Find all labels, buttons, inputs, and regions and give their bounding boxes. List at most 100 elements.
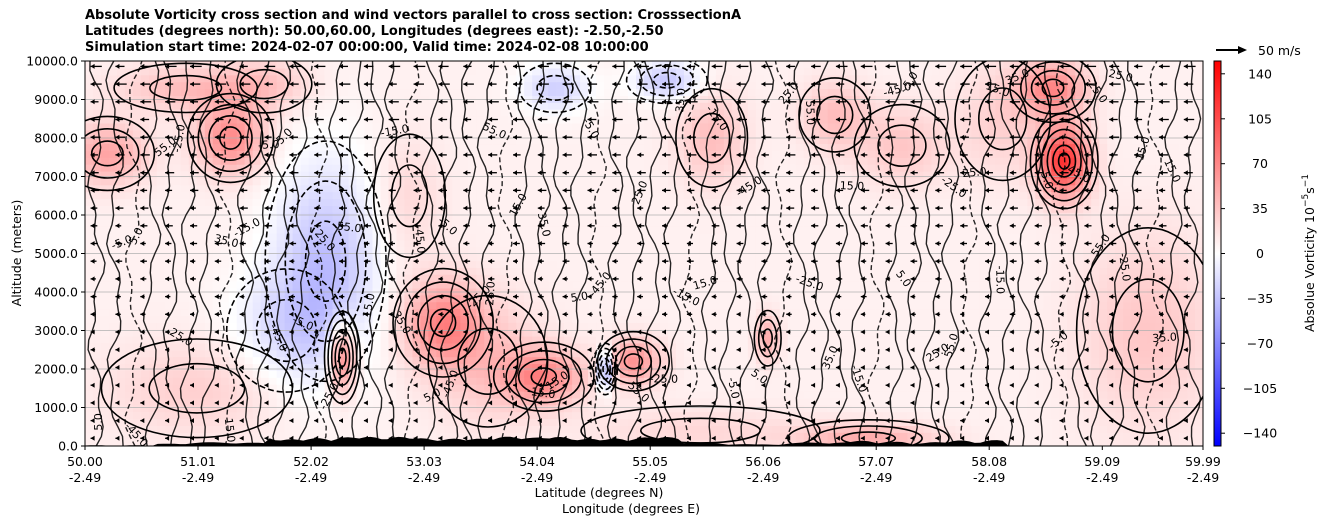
field-cell [572,212,581,220]
field-cell [212,384,222,392]
field-cell [779,61,789,69]
field-cell [380,356,390,365]
field-cell [644,267,653,275]
field-cell [516,397,525,406]
field-cell [492,219,501,227]
field-cell [699,432,709,440]
field-cell [204,418,214,426]
field-cell [92,150,102,158]
field-cell [699,322,709,330]
field-cell [715,336,725,344]
field-cell [548,136,557,145]
field-cell [412,404,421,413]
field-cell [356,239,366,248]
field-cell [707,150,717,158]
field-cell [691,404,701,413]
field-cell [108,439,118,446]
field-cell [564,232,573,241]
field-cell [156,116,166,124]
field-cell [396,315,406,323]
field-cell [132,232,142,241]
field-cell [580,260,589,268]
field-cell [236,74,246,83]
field-cell [428,157,437,165]
field-cell [468,397,477,406]
field-cell [196,157,206,165]
field-cell [132,129,142,138]
field-cell [92,397,102,406]
field-cell [388,363,398,371]
field-cell [284,411,294,420]
field-cell [188,253,198,261]
field-cell [364,232,374,241]
field-cell [356,246,366,255]
field-cell [612,191,621,200]
field-cell [763,397,773,406]
field-cell [779,377,789,385]
field-cell [420,397,429,406]
field-cell [100,191,110,200]
field-cell [412,377,421,385]
field-cell [420,239,429,248]
field-cell [372,109,382,117]
field-cell [204,232,214,241]
field-cell [739,336,749,344]
field-cell [92,377,102,385]
field-cell [532,425,541,433]
field-cell [108,260,118,268]
field-cell [316,397,326,406]
field-cell [404,349,414,358]
field-cell [620,260,629,268]
field-cell [620,308,629,316]
field-cell [228,425,238,433]
field-cell [548,301,557,310]
field-cell [85,301,94,310]
field-cell [308,336,318,344]
field-cell [524,397,533,406]
field-cell [356,129,366,138]
field-cell [644,219,653,227]
field-cell [356,122,366,131]
field-cell [244,363,254,371]
field-cell [276,363,286,371]
field-cell [620,404,629,413]
field-cell [715,308,725,316]
field-cell [324,226,334,234]
field-cell [787,404,797,413]
field-cell [180,308,190,316]
field-cell [787,439,797,446]
field-cell [404,363,414,371]
field-cell [348,74,358,83]
field-cell [739,191,749,200]
field-cell [755,397,765,406]
field-cell [148,150,158,158]
field-cell [675,198,685,206]
field-cell [604,184,613,193]
field-cell [348,67,358,76]
field-cell [124,411,134,420]
field-cell [316,232,326,241]
field-cell [148,397,158,406]
field-cell [156,67,166,76]
field-cell [548,150,557,158]
field-cell [683,411,693,420]
field-cell [268,61,278,69]
field-cell [636,370,645,378]
field-cell [715,184,725,193]
field-cell [292,404,302,413]
field-cell [667,411,677,420]
field-cell [108,301,118,310]
field-cell [228,349,238,358]
field-cell [85,239,94,248]
field-cell [715,260,725,268]
field-cell [532,226,541,234]
field-cell [396,81,406,90]
field-cell [691,349,701,358]
field-cell [500,177,509,186]
field-cell [548,239,557,248]
field-cell [484,281,493,289]
field-cell [659,404,669,413]
field-cell [747,397,757,406]
field-cell [691,129,701,138]
